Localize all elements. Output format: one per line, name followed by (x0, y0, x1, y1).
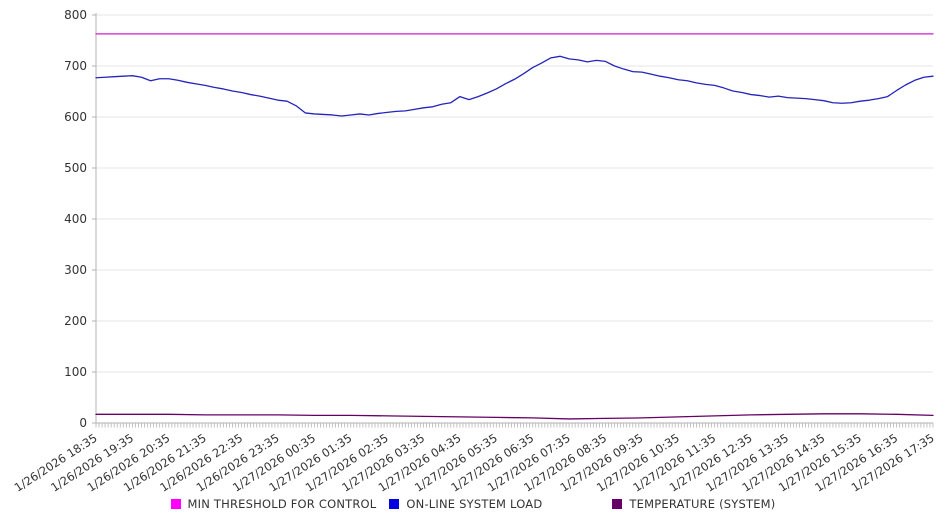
legend-label-system-load: ON-LINE SYSTEM LOAD (406, 497, 543, 511)
y-tick-label: 600 (64, 110, 87, 124)
legend-item-min-threshold: MIN THRESHOLD FOR CONTROL (170, 497, 377, 511)
y-tick-label: 0 (79, 416, 87, 430)
y-tick-label: 400 (64, 212, 87, 226)
y-tick-label: 100 (64, 365, 87, 379)
temperature-swatch-icon (612, 499, 623, 509)
min-threshold-swatch-icon (170, 499, 181, 509)
y-tick-label: 200 (64, 314, 87, 328)
legend-label-temperature: TEMPERATURE (SYSTEM) (629, 497, 776, 511)
system-load-swatch-icon (389, 499, 400, 509)
legend-label-min-threshold: MIN THRESHOLD FOR CONTROL (187, 497, 377, 511)
y-tick-label: 300 (64, 263, 87, 277)
chart-legend: MIN THRESHOLD FOR CONTROL ON-LINE SYSTEM… (0, 497, 946, 511)
legend-item-system-load: ON-LINE SYSTEM LOAD (389, 497, 542, 511)
legend-item-temperature: TEMPERATURE (SYSTEM) (612, 497, 775, 511)
y-tick-label: 500 (64, 161, 87, 175)
series-line-system-load (95, 55, 934, 117)
series-line-temperature (95, 413, 934, 420)
y-tick-label: 700 (64, 59, 87, 73)
chart-area: 0 100 200 300 400 500 600 700 800 1/26/2026 18:35… (12, 8, 937, 494)
y-tick-label: 800 (64, 8, 87, 22)
